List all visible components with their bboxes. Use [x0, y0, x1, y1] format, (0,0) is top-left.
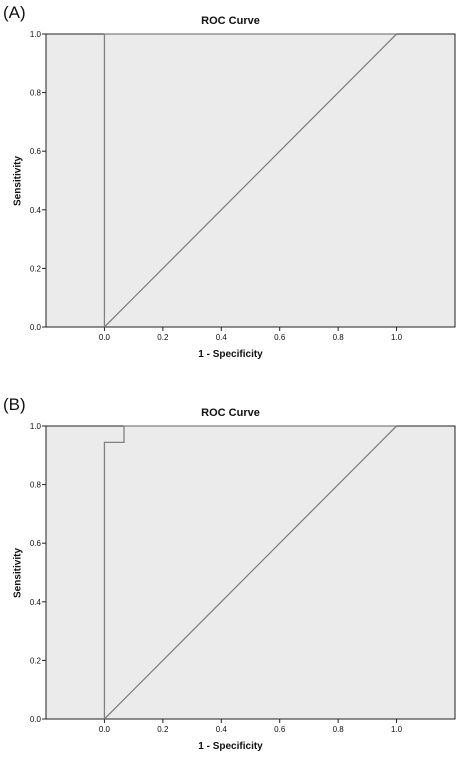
x-tick-label: 0.8: [333, 333, 345, 342]
y-tick-label: 0.0: [30, 323, 42, 332]
y-tick-label: 1.0: [30, 30, 42, 39]
roc-curve-line: [103, 33, 397, 327]
chart-title: ROC Curve: [201, 15, 260, 27]
y-tick-label: 0.0: [30, 715, 42, 724]
chart-title: ROC Curve: [201, 407, 260, 419]
x-tick-label: 0.8: [333, 725, 345, 734]
x-tick-label: 0.2: [157, 333, 169, 342]
y-tick-label: 0.2: [30, 656, 42, 665]
x-axis-label: 1 - Specificity: [198, 349, 263, 360]
y-tick-label: 0.6: [30, 147, 42, 156]
roc-plot: 0.0 0.2 0.4 0.6 0.8 1.0 0.0 0.2 0.4 0.6 0.8 1.0: [30, 422, 456, 734]
y-tick-label: 1.0: [30, 422, 42, 431]
x-tick-label: 0.6: [274, 333, 286, 342]
x-tick-label: 0.6: [274, 725, 286, 734]
x-tick-label: 0.0: [99, 725, 111, 734]
y-tick-label: 0.2: [30, 264, 42, 273]
x-tick-label: 0.2: [157, 725, 169, 734]
x-tick-label: 1.0: [391, 725, 403, 734]
roc-plot: 0.0 0.2 0.4 0.6 0.8 1.0 0.0 0.2 0.4 0.6 0.8 1.0: [30, 30, 456, 342]
y-tick-label: 0.6: [30, 539, 42, 548]
roc-panel-a: (A) ROC Curve Sensitivity 1 - Specificit…: [0, 0, 461, 382]
panel-label: (B): [3, 395, 26, 414]
y-tick-label: 0.4: [30, 206, 42, 215]
roc-curve-line: [103, 425, 397, 719]
x-tick-label: 1.0: [391, 333, 403, 342]
reference-diagonal-line: [103, 33, 398, 328]
x-tick-label: 0.0: [99, 333, 111, 342]
y-tick-label: 0.8: [30, 481, 42, 490]
x-axis-label: 1 - Specificity: [198, 741, 263, 752]
panel-label: (A): [3, 3, 26, 22]
y-tick-label: 0.4: [30, 598, 42, 607]
y-tick-label: 0.8: [30, 89, 42, 98]
roc-panel-b: (B) ROC Curve Sensitivity 1 - Specificit…: [0, 392, 461, 774]
x-tick-label: 0.4: [216, 725, 228, 734]
x-tick-label: 0.4: [216, 333, 228, 342]
reference-diagonal-line: [103, 425, 398, 720]
